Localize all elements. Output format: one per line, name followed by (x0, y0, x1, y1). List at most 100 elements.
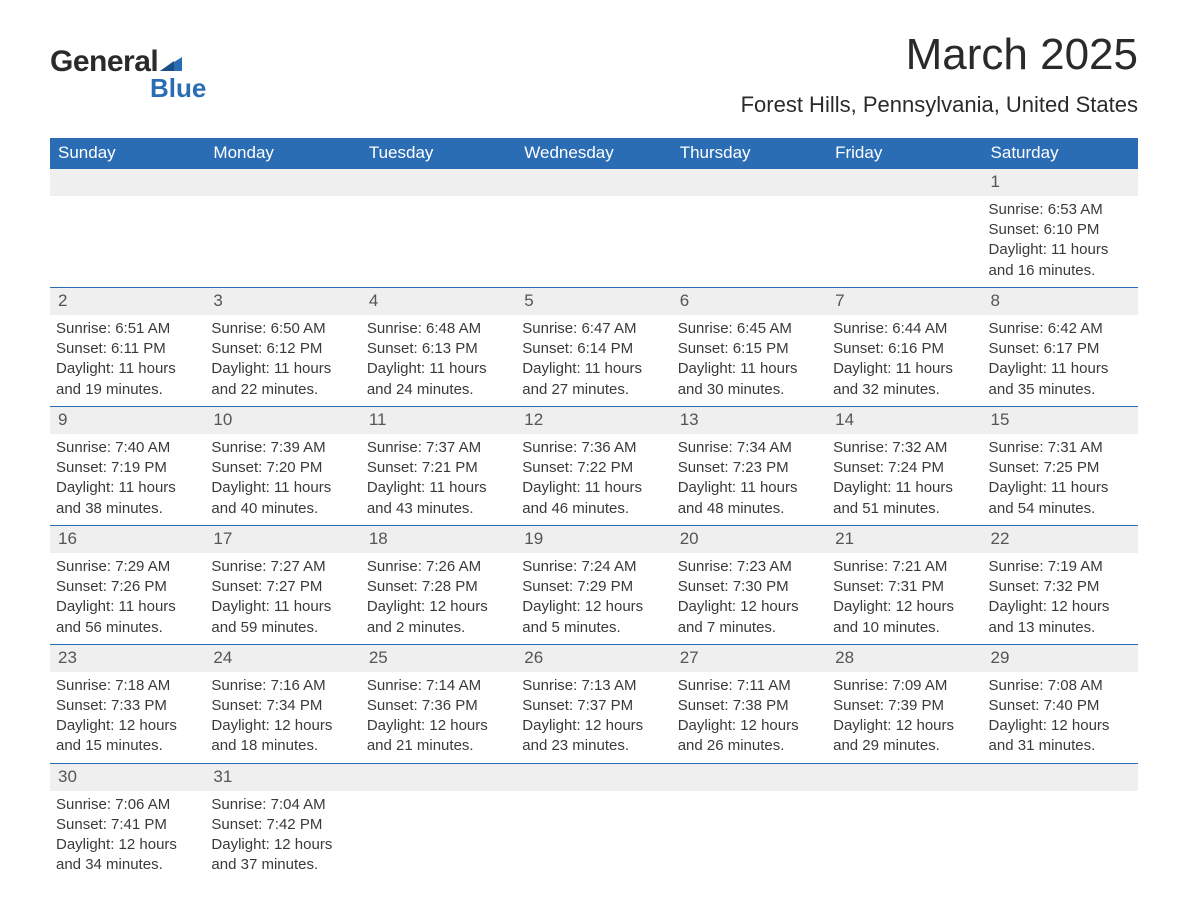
day-number-cell: 23 (50, 644, 205, 671)
day-detail-cell (516, 791, 671, 882)
day-detail-cell (672, 791, 827, 882)
day-number-cell: 9 (50, 406, 205, 433)
day-number-cell: 27 (672, 644, 827, 671)
logo: General Blue (50, 45, 206, 104)
day-detail-cell (827, 791, 982, 882)
day-number-cell: 18 (361, 525, 516, 552)
day-number-cell: 26 (516, 644, 671, 671)
day-detail-cell (827, 196, 982, 288)
day-detail-cell: Sunrise: 7:14 AM Sunset: 7:36 PM Dayligh… (361, 672, 516, 764)
day-number-cell: 13 (672, 406, 827, 433)
daynum-row: 1 (50, 169, 1138, 196)
day-detail-cell: Sunrise: 6:50 AM Sunset: 6:12 PM Dayligh… (205, 315, 360, 407)
day-number-cell (361, 169, 516, 196)
day-number-cell: 25 (361, 644, 516, 671)
detail-row: Sunrise: 7:18 AM Sunset: 7:33 PM Dayligh… (50, 672, 1138, 764)
day-number-cell: 6 (672, 287, 827, 314)
day-number-cell: 29 (983, 644, 1138, 671)
detail-row: Sunrise: 7:06 AM Sunset: 7:41 PM Dayligh… (50, 791, 1138, 882)
day-header: Monday (205, 138, 360, 169)
day-number-cell: 4 (361, 287, 516, 314)
day-number-cell: 15 (983, 406, 1138, 433)
day-header: Tuesday (361, 138, 516, 169)
day-number-cell (516, 169, 671, 196)
detail-row: Sunrise: 7:40 AM Sunset: 7:19 PM Dayligh… (50, 434, 1138, 526)
day-detail-cell (983, 791, 1138, 882)
day-detail-cell: Sunrise: 6:47 AM Sunset: 6:14 PM Dayligh… (516, 315, 671, 407)
daynum-row: 16171819202122 (50, 525, 1138, 552)
day-detail-cell: Sunrise: 7:29 AM Sunset: 7:26 PM Dayligh… (50, 553, 205, 645)
day-detail-cell: Sunrise: 7:08 AM Sunset: 7:40 PM Dayligh… (983, 672, 1138, 764)
day-detail-cell: Sunrise: 7:13 AM Sunset: 7:37 PM Dayligh… (516, 672, 671, 764)
day-detail-cell: Sunrise: 6:45 AM Sunset: 6:15 PM Dayligh… (672, 315, 827, 407)
day-detail-cell: Sunrise: 7:04 AM Sunset: 7:42 PM Dayligh… (205, 791, 360, 882)
flag-icon (160, 55, 182, 71)
day-number-cell: 7 (827, 287, 982, 314)
day-detail-cell: Sunrise: 7:16 AM Sunset: 7:34 PM Dayligh… (205, 672, 360, 764)
day-number-cell: 2 (50, 287, 205, 314)
day-detail-cell: Sunrise: 7:36 AM Sunset: 7:22 PM Dayligh… (516, 434, 671, 526)
day-number-cell (672, 169, 827, 196)
day-header-row: Sunday Monday Tuesday Wednesday Thursday… (50, 138, 1138, 169)
day-number-cell (516, 763, 671, 790)
day-number-cell (672, 763, 827, 790)
day-detail-cell: Sunrise: 7:21 AM Sunset: 7:31 PM Dayligh… (827, 553, 982, 645)
location-text: Forest Hills, Pennsylvania, United State… (741, 92, 1138, 118)
day-number-cell: 3 (205, 287, 360, 314)
day-number-cell (50, 169, 205, 196)
day-number-cell: 8 (983, 287, 1138, 314)
day-number-cell: 22 (983, 525, 1138, 552)
day-detail-cell (516, 196, 671, 288)
month-title: March 2025 (741, 30, 1138, 80)
day-detail-cell: Sunrise: 6:44 AM Sunset: 6:16 PM Dayligh… (827, 315, 982, 407)
day-detail-cell: Sunrise: 6:48 AM Sunset: 6:13 PM Dayligh… (361, 315, 516, 407)
day-number-cell: 17 (205, 525, 360, 552)
day-number-cell: 16 (50, 525, 205, 552)
day-detail-cell: Sunrise: 7:32 AM Sunset: 7:24 PM Dayligh… (827, 434, 982, 526)
day-number-cell: 11 (361, 406, 516, 433)
daynum-row: 23242526272829 (50, 644, 1138, 671)
day-detail-cell: Sunrise: 7:19 AM Sunset: 7:32 PM Dayligh… (983, 553, 1138, 645)
day-detail-cell: Sunrise: 6:42 AM Sunset: 6:17 PM Dayligh… (983, 315, 1138, 407)
detail-row: Sunrise: 7:29 AM Sunset: 7:26 PM Dayligh… (50, 553, 1138, 645)
day-detail-cell: Sunrise: 7:40 AM Sunset: 7:19 PM Dayligh… (50, 434, 205, 526)
day-detail-cell (205, 196, 360, 288)
day-detail-cell: Sunrise: 7:39 AM Sunset: 7:20 PM Dayligh… (205, 434, 360, 526)
day-number-cell: 31 (205, 763, 360, 790)
day-header: Friday (827, 138, 982, 169)
day-detail-cell (672, 196, 827, 288)
day-detail-cell (361, 196, 516, 288)
day-detail-cell: Sunrise: 7:23 AM Sunset: 7:30 PM Dayligh… (672, 553, 827, 645)
day-header: Wednesday (516, 138, 671, 169)
day-detail-cell: Sunrise: 7:09 AM Sunset: 7:39 PM Dayligh… (827, 672, 982, 764)
day-number-cell: 20 (672, 525, 827, 552)
day-number-cell: 21 (827, 525, 982, 552)
header: General Blue March 2025 Forest Hills, Pe… (50, 30, 1138, 118)
day-number-cell: 24 (205, 644, 360, 671)
detail-row: Sunrise: 6:51 AM Sunset: 6:11 PM Dayligh… (50, 315, 1138, 407)
day-number-cell: 30 (50, 763, 205, 790)
daynum-row: 3031 (50, 763, 1138, 790)
day-header: Thursday (672, 138, 827, 169)
day-number-cell: 1 (983, 169, 1138, 196)
day-number-cell: 5 (516, 287, 671, 314)
day-detail-cell: Sunrise: 7:27 AM Sunset: 7:27 PM Dayligh… (205, 553, 360, 645)
day-number-cell: 14 (827, 406, 982, 433)
day-number-cell (827, 763, 982, 790)
day-number-cell (827, 169, 982, 196)
day-detail-cell (361, 791, 516, 882)
detail-row: Sunrise: 6:53 AM Sunset: 6:10 PM Dayligh… (50, 196, 1138, 288)
day-detail-cell: Sunrise: 7:06 AM Sunset: 7:41 PM Dayligh… (50, 791, 205, 882)
logo-word-blue: Blue (150, 73, 206, 104)
day-number-cell: 19 (516, 525, 671, 552)
day-number-cell (205, 169, 360, 196)
day-detail-cell: Sunrise: 7:26 AM Sunset: 7:28 PM Dayligh… (361, 553, 516, 645)
day-detail-cell: Sunrise: 7:31 AM Sunset: 7:25 PM Dayligh… (983, 434, 1138, 526)
day-header: Sunday (50, 138, 205, 169)
day-detail-cell: Sunrise: 7:34 AM Sunset: 7:23 PM Dayligh… (672, 434, 827, 526)
calendar-head: Sunday Monday Tuesday Wednesday Thursday… (50, 138, 1138, 169)
day-header: Saturday (983, 138, 1138, 169)
day-number-cell (361, 763, 516, 790)
title-block: March 2025 Forest Hills, Pennsylvania, U… (741, 30, 1138, 118)
day-detail-cell: Sunrise: 7:11 AM Sunset: 7:38 PM Dayligh… (672, 672, 827, 764)
